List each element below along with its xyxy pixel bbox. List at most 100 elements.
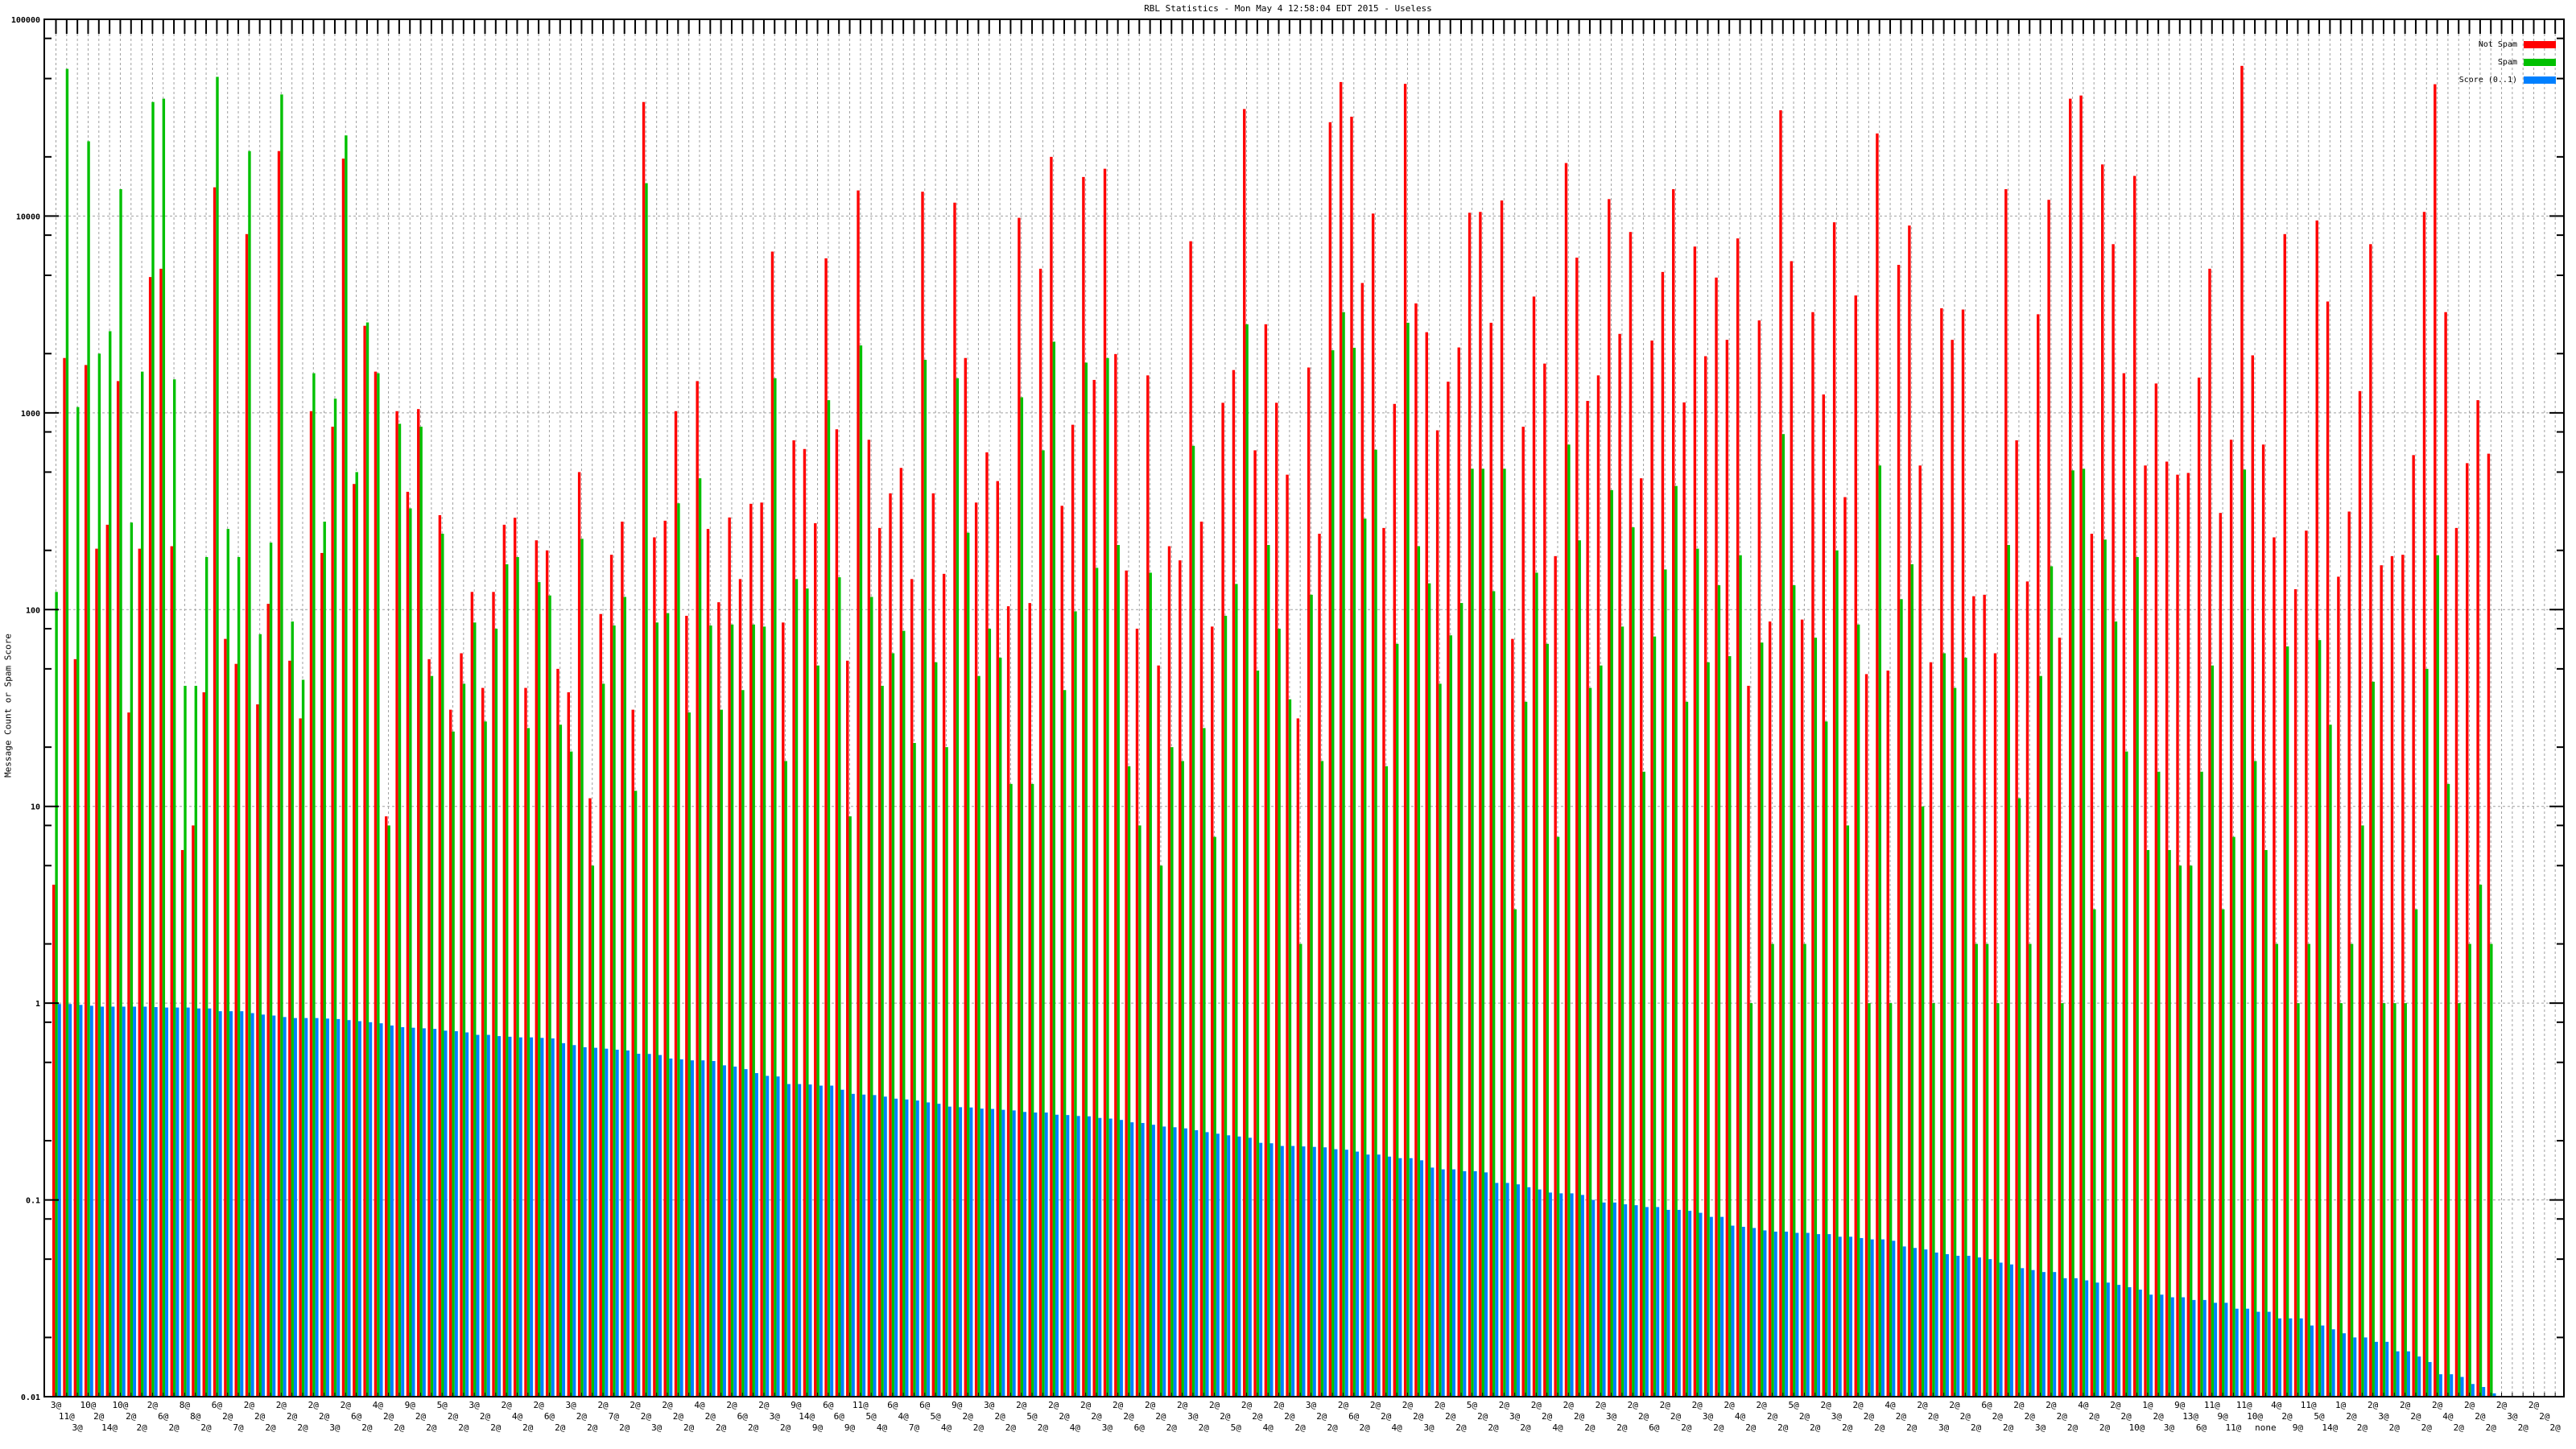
bar-not-spam (1028, 603, 1031, 1397)
bar-not-spam (588, 798, 592, 1397)
x-tick-label: 2@ (2389, 1422, 2401, 1433)
bar-score (1666, 1209, 1670, 1397)
bar-not-spam (1092, 379, 1096, 1397)
bar-not-spam (577, 472, 581, 1397)
bar-not-spam (1468, 213, 1472, 1397)
bar-not-spam (1038, 268, 1042, 1397)
x-tick-label: 6@ (919, 1400, 931, 1410)
bar-score (1763, 1230, 1767, 1397)
x-tick-label: 2@ (1713, 1422, 1724, 1433)
bar-score (2202, 1299, 2207, 1397)
x-tick-label: 2@ (1327, 1422, 1339, 1433)
bar-not-spam (1050, 156, 1053, 1397)
bar-not-spam (942, 573, 946, 1397)
x-tick-label: 2@ (994, 1411, 1005, 1422)
y-tick-label: 100000 (11, 16, 40, 25)
bar-spam (1052, 341, 1056, 1397)
bar-score (2085, 1280, 2089, 1397)
bar-not-spam (2079, 95, 2083, 1397)
y-tick-label: 0.1 (26, 1197, 40, 1206)
bar-score (808, 1084, 812, 1397)
bar-spam (355, 472, 358, 1397)
bar-score (390, 1025, 394, 1397)
bar-not-spam (1253, 450, 1257, 1397)
bar-not-spam (835, 429, 839, 1397)
x-tick-label: 6@ (1981, 1400, 1992, 1410)
bar-spam (1793, 585, 1796, 1397)
bar-spam (1063, 690, 1067, 1397)
bar-not-spam (1157, 665, 1160, 1397)
bar-spam (1556, 836, 1560, 1397)
x-tick-label: 2@ (1359, 1422, 1370, 1433)
x-tick-label: 8@ (180, 1400, 191, 1410)
bar-spam (109, 331, 112, 1397)
bar-score (1023, 1112, 1027, 1397)
bar-spam (1191, 445, 1195, 1397)
x-tick-label: 9@ (2174, 1400, 2186, 1410)
x-tick-label: 6@ (823, 1400, 834, 1410)
bar-not-spam (2112, 244, 2115, 1397)
bar-not-spam (2305, 530, 2308, 1397)
x-tick-label: 2@ (1531, 1400, 1542, 1410)
bar-not-spam (2390, 555, 2394, 1397)
x-tick-label: 4@ (877, 1422, 888, 1433)
bar-not-spam (803, 448, 807, 1397)
bar-score (1216, 1133, 1220, 1397)
x-tick-label: 2@ (1681, 1422, 1692, 1433)
bar-score (250, 1013, 254, 1397)
bar-score (2353, 1337, 2357, 1397)
bar-spam (1707, 662, 1710, 1397)
bar-score (111, 1006, 115, 1397)
bar-spam (1535, 572, 1538, 1397)
x-tick-label: 3@ (2035, 1422, 2046, 1433)
bar-score (1356, 1151, 1360, 1397)
bar-not-spam (2219, 513, 2223, 1397)
x-tick-label: 2@ (93, 1411, 105, 1422)
x-tick-label: 2@ (1660, 1400, 1671, 1410)
bar-not-spam (1682, 402, 1686, 1397)
x-tick-label: 6@ (1134, 1422, 1146, 1433)
bar-not-spam (1339, 81, 1343, 1397)
bar-spam (1653, 636, 1657, 1397)
bar-spam (2157, 771, 2161, 1397)
bar-score (1548, 1192, 1552, 1397)
x-tick-label: 5@ (1231, 1422, 1242, 1433)
bar-score (1977, 1257, 1981, 1397)
x-tick-label: 2@ (533, 1400, 544, 1410)
bar-spam (484, 721, 487, 1397)
bar-not-spam (95, 548, 98, 1397)
bar-score (1559, 1193, 1563, 1397)
bar-spam (345, 135, 348, 1397)
bar-spam (1106, 357, 1109, 1397)
bar-score (304, 1018, 308, 1397)
bar-score (1130, 1122, 1134, 1397)
x-tick-label: 2@ (1574, 1411, 1585, 1422)
x-tick-label: 2@ (1155, 1411, 1166, 1422)
bar-score (1227, 1135, 1231, 1397)
x-tick-label: 2@ (1777, 1422, 1789, 1433)
x-tick-label: 2@ (555, 1422, 566, 1433)
chart-title: RBL Statistics - Mon May 4 12:58:04 EDT … (1144, 3, 1432, 14)
bar-score (2450, 1374, 2454, 1397)
bar-not-spam (1286, 474, 1289, 1397)
x-tick-label: 2@ (1584, 1422, 1596, 1433)
bar-score (1838, 1236, 1842, 1397)
x-tick-label: 2@ (1080, 1400, 1092, 1410)
bar-score (2321, 1325, 2325, 1397)
bar-spam (1567, 444, 1571, 1397)
x-tick-label: 11@ (2236, 1400, 2252, 1410)
bar-spam (441, 534, 444, 1397)
x-tick-label: 9@ (2217, 1411, 2228, 1422)
bar-not-spam (2422, 212, 2426, 1397)
bar-spam (1953, 687, 1957, 1397)
bar-not-spam (1146, 375, 1150, 1397)
bar-score (798, 1084, 802, 1397)
x-tick-label: 2@ (1724, 1400, 1736, 1410)
x-tick-label: 2@ (2475, 1411, 2486, 1422)
legend-item-not-spam: Not Spam (2479, 39, 2556, 49)
legend-label-score: Score (0..1) (2458, 75, 2517, 85)
bar-score (819, 1085, 823, 1397)
x-tick-label: 9@ (844, 1422, 856, 1433)
bar-not-spam (738, 579, 742, 1397)
bar-not-spam (2261, 444, 2265, 1397)
